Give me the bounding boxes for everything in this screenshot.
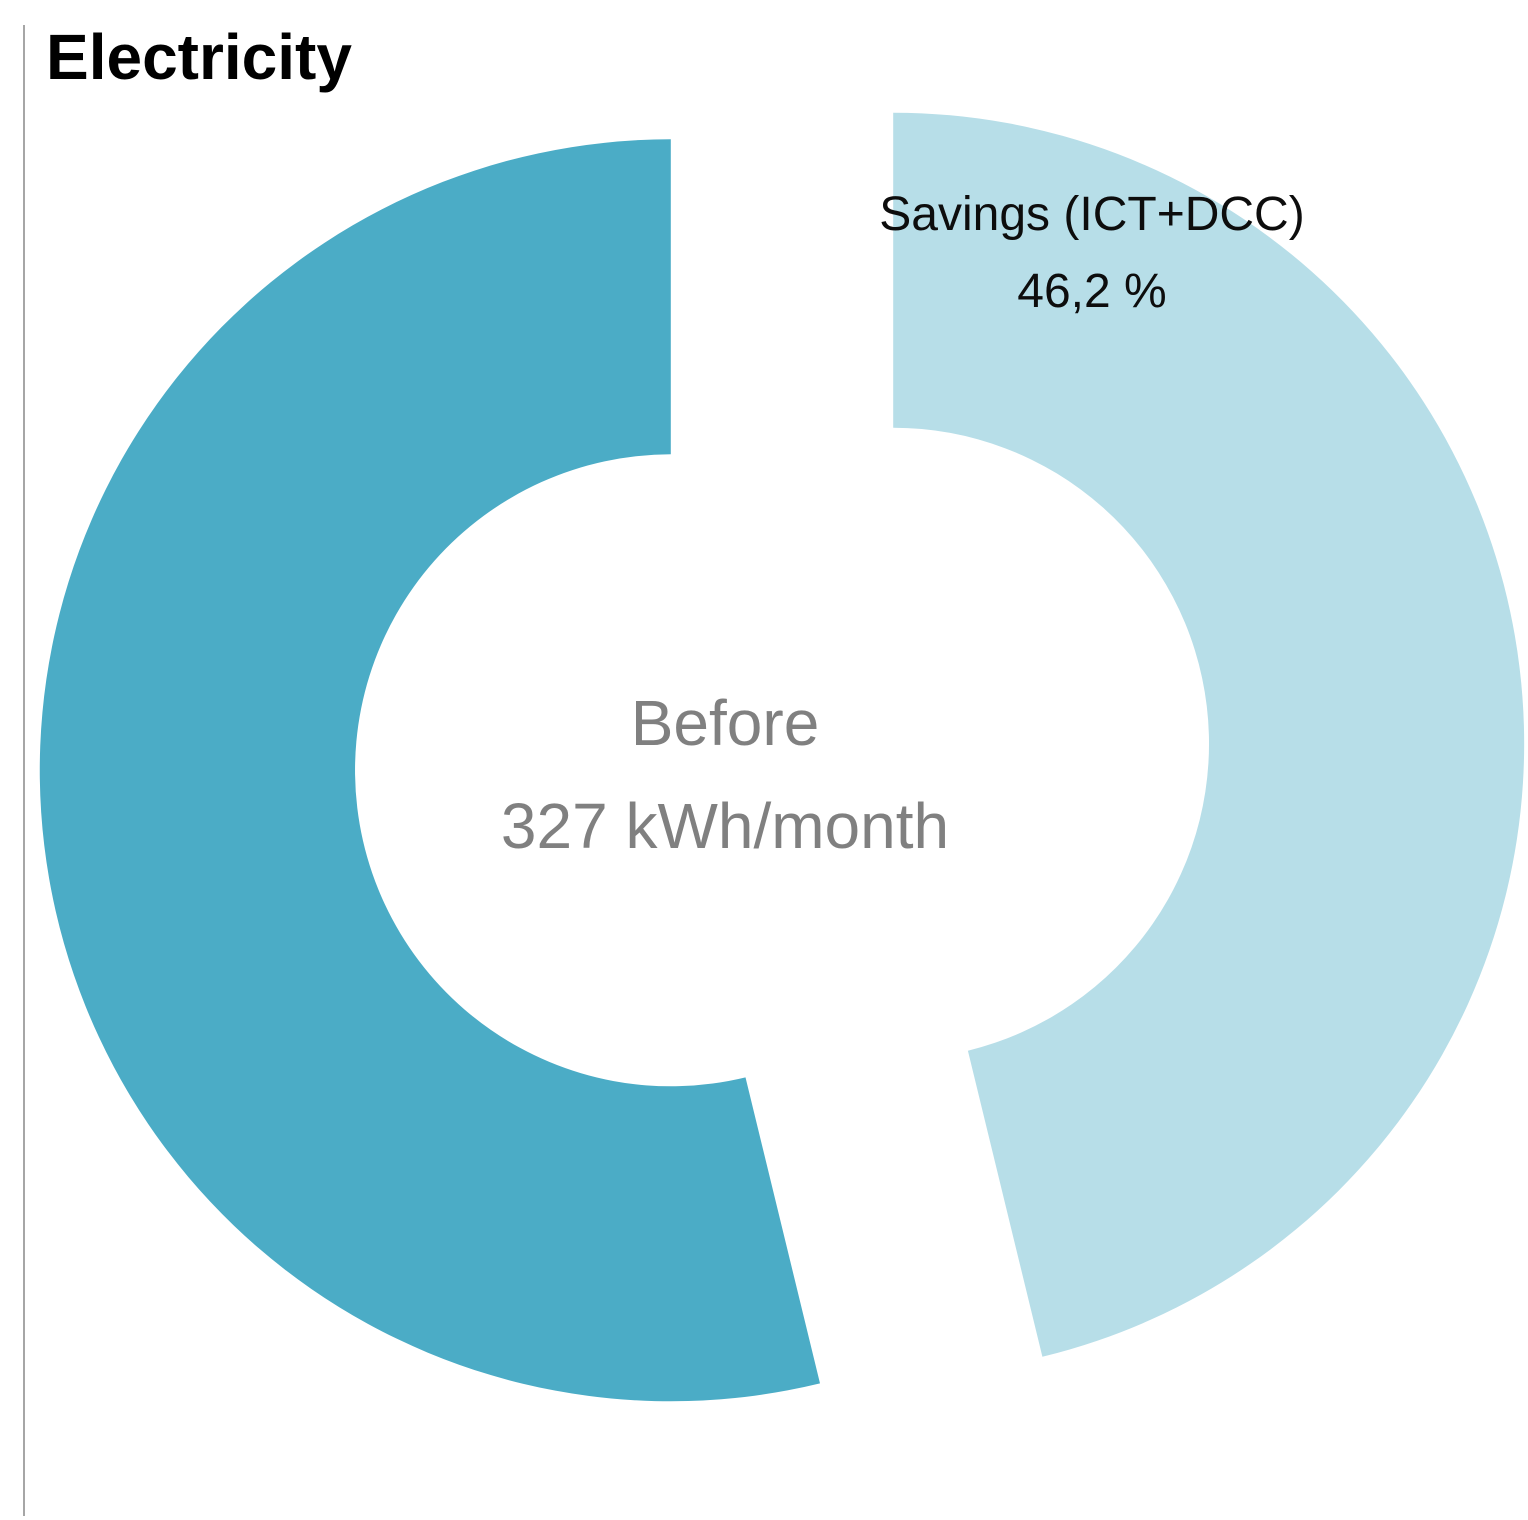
savings-label-name: Savings (ICT+DCC)	[879, 188, 1305, 241]
savings-label-percent: 46,2 %	[1017, 265, 1167, 318]
donut-slice-before	[39, 139, 820, 1402]
left-border-line	[23, 25, 25, 1516]
chart-title: Electricity	[46, 21, 352, 93]
center-label-name: Before	[630, 687, 820, 759]
donut-center-label: Before 327 kWh/month	[375, 672, 1075, 878]
savings-data-label: Savings (ICT+DCC) 46,2 %	[742, 176, 1442, 330]
center-label-value: 327 kWh/month	[500, 790, 950, 862]
donut-slice-savings	[893, 112, 1525, 1357]
